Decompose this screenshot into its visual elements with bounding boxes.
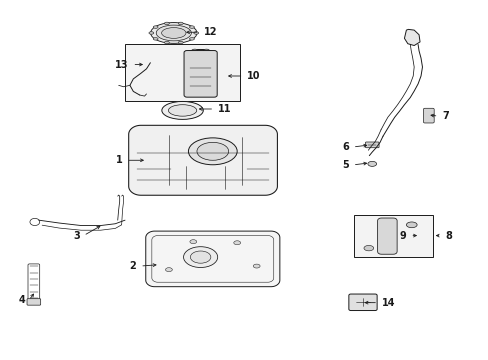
Text: 11: 11	[218, 104, 231, 114]
Ellipse shape	[186, 49, 214, 57]
Text: 7: 7	[442, 111, 448, 121]
Text: 8: 8	[445, 231, 451, 240]
Ellipse shape	[183, 247, 217, 267]
Ellipse shape	[168, 105, 196, 116]
Ellipse shape	[406, 222, 416, 228]
Text: 2: 2	[129, 261, 136, 271]
Ellipse shape	[188, 138, 237, 165]
Ellipse shape	[363, 246, 373, 251]
Ellipse shape	[197, 142, 228, 160]
Ellipse shape	[162, 102, 203, 120]
Bar	[125, 44, 239, 101]
Ellipse shape	[189, 37, 194, 40]
Polygon shape	[145, 231, 279, 287]
FancyBboxPatch shape	[377, 218, 396, 254]
Ellipse shape	[149, 32, 154, 34]
Text: 5: 5	[342, 160, 348, 170]
FancyBboxPatch shape	[27, 299, 41, 305]
Ellipse shape	[203, 49, 209, 53]
Text: 4: 4	[18, 295, 25, 305]
Ellipse shape	[189, 240, 196, 244]
Ellipse shape	[153, 26, 158, 28]
Ellipse shape	[178, 41, 183, 44]
Ellipse shape	[253, 264, 260, 268]
Ellipse shape	[367, 161, 376, 166]
Bar	[353, 215, 432, 257]
Ellipse shape	[164, 22, 169, 25]
Text: 9: 9	[399, 231, 406, 240]
Polygon shape	[128, 125, 277, 195]
FancyBboxPatch shape	[183, 50, 217, 97]
Text: 1: 1	[116, 155, 122, 165]
Text: 6: 6	[342, 142, 348, 152]
FancyBboxPatch shape	[365, 142, 378, 148]
Ellipse shape	[233, 241, 240, 245]
FancyBboxPatch shape	[423, 108, 433, 123]
Ellipse shape	[190, 251, 210, 263]
FancyBboxPatch shape	[348, 294, 376, 311]
Ellipse shape	[178, 22, 183, 25]
Text: 10: 10	[247, 71, 261, 81]
Ellipse shape	[156, 25, 191, 41]
Text: 3: 3	[73, 231, 80, 240]
Ellipse shape	[161, 28, 185, 39]
Text: 12: 12	[203, 27, 217, 37]
Ellipse shape	[191, 49, 197, 53]
Ellipse shape	[153, 37, 158, 40]
Ellipse shape	[193, 32, 198, 34]
Polygon shape	[404, 30, 419, 45]
Ellipse shape	[165, 268, 172, 272]
Text: 14: 14	[381, 298, 395, 308]
Ellipse shape	[150, 23, 197, 43]
Text: 13: 13	[115, 59, 128, 69]
Ellipse shape	[189, 26, 194, 28]
Ellipse shape	[164, 41, 169, 44]
